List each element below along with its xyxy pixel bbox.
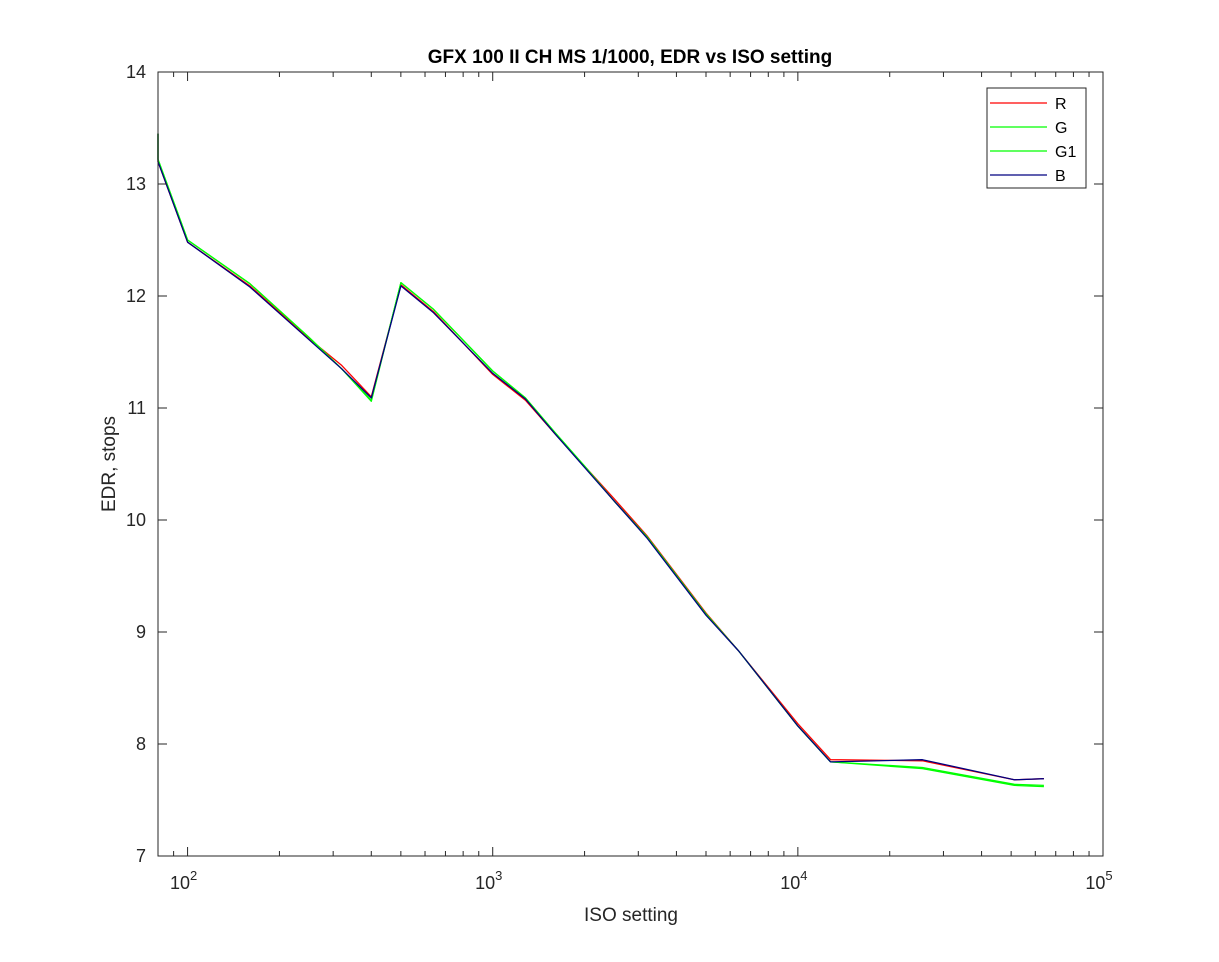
x-tick-label-exponent: 3 (495, 868, 502, 883)
x-tick-label-exponent: 4 (800, 868, 807, 883)
x-axis-title: ISO setting (584, 905, 678, 926)
x-tick-label: 104 (780, 868, 807, 893)
x-tick-label-base: 10 (780, 873, 800, 893)
series-line-b (157, 133, 1044, 781)
chart-title: GFX 100 II CH MS 1/1000, EDR vs ISO sett… (428, 47, 832, 68)
x-tick-label-base: 10 (170, 873, 190, 893)
plot-frame (157, 71, 1104, 857)
x-tick-label-exponent: 2 (190, 868, 197, 883)
y-axis-title: EDR, stops (99, 416, 120, 512)
x-tick-label: 105 (1085, 868, 1112, 893)
y-tick-label: 11 (127, 398, 146, 418)
legend-label-g1: G1 (1055, 144, 1076, 161)
legend-box (986, 87, 1087, 189)
legend-label-g: G (1055, 120, 1067, 137)
x-tick-label-exponent: 5 (1105, 868, 1112, 883)
legend: RG G1 B (986, 87, 1087, 189)
x-tick-label-base: 10 (1085, 873, 1105, 893)
x-tick-label: 102 (170, 868, 197, 893)
series-layer (157, 133, 1044, 788)
y-tick-label: 8 (136, 734, 146, 754)
y-tick-label: 7 (136, 846, 146, 866)
legend-label-b: B (1055, 168, 1066, 185)
y-tick-label: 13 (126, 174, 146, 194)
x-tick-label: 103 (475, 868, 502, 893)
y-tick-label: 12 (126, 286, 146, 306)
x-tick-label-base: 10 (475, 873, 495, 893)
y-tick-label: 14 (126, 62, 146, 82)
plot-area (158, 72, 1103, 856)
legend-label-r: R (1055, 96, 1067, 113)
y-tick-label: 10 (126, 510, 146, 530)
y-tick-label: 9 (136, 622, 146, 642)
